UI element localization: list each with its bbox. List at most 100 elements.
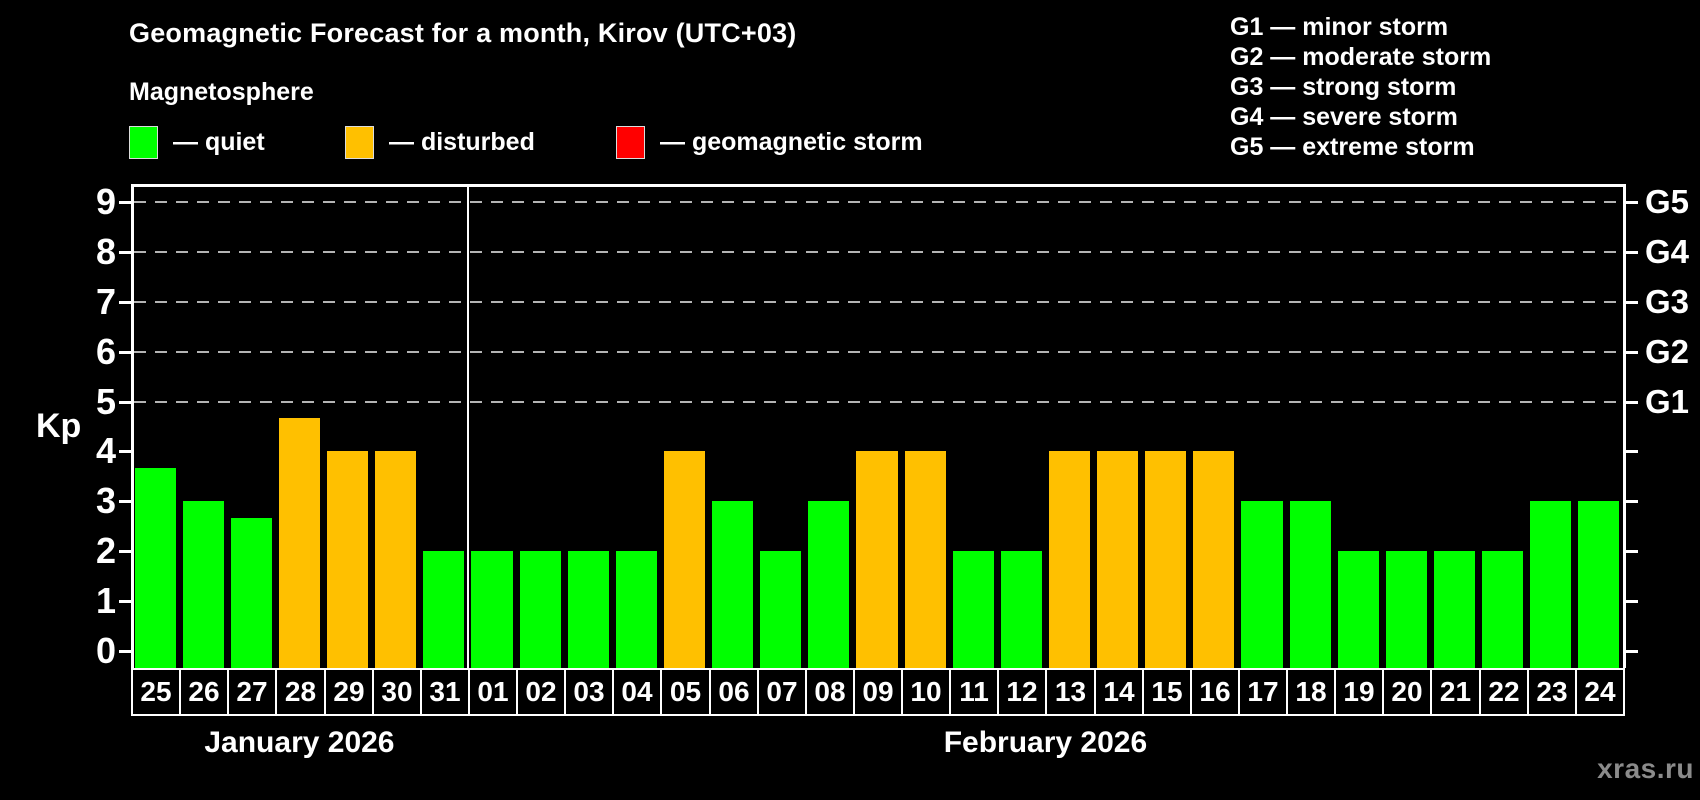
kp-bar-day-25 [134,467,176,668]
right-axis-tick-6 [1626,350,1638,354]
kp-bar-day-02 [519,551,561,668]
right-axis-tick-7 [1626,300,1638,304]
day-label-30: 30 [372,668,422,716]
y-axis-label-7: 7 [95,280,116,322]
kp-bar-day-20 [1385,551,1427,668]
day-label-26: 26 [179,668,229,716]
kp-bar-day-28 [278,417,320,668]
kp-bar-day-16 [1193,451,1235,668]
kp-bar-day-21 [1433,551,1476,668]
day-label-07: 07 [757,668,807,716]
y-axis-tick-0 [119,650,131,653]
kp-axis-label: Kp [36,407,82,445]
day-label-14: 14 [1094,668,1144,716]
day-label-08: 08 [805,668,855,716]
y-axis-label-6: 6 [95,330,116,372]
gridline-kp8 [134,250,1620,253]
right-axis-tick-2 [1626,550,1638,554]
right-axis-tick-3 [1626,500,1638,504]
kp-bar-day-10 [904,451,946,668]
day-label-16: 16 [1190,668,1240,716]
y-axis-tick-4 [119,450,131,454]
gridline-kp7 [134,300,1620,303]
y-axis-label-4: 4 [95,430,116,472]
legend-item-geomagnetic-storm: — geomagnetic storm [616,125,923,159]
y-axis-label-9: 9 [95,180,116,222]
kp-bar-day-01 [471,551,513,668]
right-axis-tick-1 [1626,600,1638,604]
y-axis-line [131,184,134,668]
day-label-22: 22 [1479,668,1529,716]
day-label-02: 02 [516,668,566,716]
month-label-january: January 2026 [204,726,395,759]
g3-legend-line: G3 — strong storm [1230,73,1457,101]
storm-scale-legend: G1 — minor storm G2 — moderate storm G3 … [1230,12,1491,162]
day-label-23: 23 [1527,668,1577,716]
day-label-24: 24 [1575,668,1625,716]
disturbed-label: — disturbed [389,127,535,156]
kp-bar-day-13 [1048,451,1091,668]
kp-bar-day-19 [1337,551,1379,668]
kp-bar-day-05 [663,451,706,668]
right-axis-tick-0 [1626,650,1638,653]
y-axis-label-0: 0 [95,630,116,671]
kp-bar-day-03 [567,551,609,668]
kp-bar-day-14 [1097,451,1139,668]
kp-bar-day-12 [1000,551,1042,668]
y-axis-tick-7 [119,300,131,304]
g5-legend-line: G5 — extreme storm [1230,133,1475,161]
storm-label: — geomagnetic storm [660,127,923,156]
kp-bar-day-07 [760,551,802,668]
day-label-28: 28 [275,668,326,716]
day-label-03: 03 [564,668,614,716]
kp-bar-day-18 [1289,501,1331,668]
day-label-31: 31 [420,668,470,716]
day-label-09: 09 [853,668,903,716]
quiet-color-swatch [129,125,158,159]
kp-bar-day-29 [327,451,369,668]
right-axis-tick-4 [1626,450,1638,454]
day-label-13: 13 [1045,668,1096,716]
y-axis-tick-5 [119,400,131,404]
y-axis-label-1: 1 [95,580,116,622]
g4-legend-line: G4 — severe storm [1230,103,1458,131]
day-label-05: 05 [660,668,711,716]
kp-bar-day-04 [615,551,657,668]
day-label-17: 17 [1238,668,1288,716]
right-axis-line [1623,184,1626,668]
g1-legend-line: G1 — minor storm [1230,13,1449,41]
day-label-15: 15 [1142,668,1192,716]
day-label-18: 18 [1286,668,1336,716]
kp-bar-day-11 [952,551,994,668]
month-label-february: February 2026 [943,726,1148,759]
y-axis-tick-1 [119,600,131,604]
month-separator-line [466,187,469,668]
day-label-25: 25 [131,668,181,716]
magnetosphere-subtitle: Magnetosphere [129,78,314,106]
y-axis-tick-6 [119,350,131,354]
kp-bar-day-24 [1578,501,1620,668]
plot-top-border [131,184,1626,187]
right-axis-label-g2: G2 [1645,332,1690,370]
storm-color-swatch [616,125,645,159]
g2-legend-line: G2 — moderate storm [1230,43,1492,71]
gridline-kp6 [134,350,1620,353]
y-axis-label-8: 8 [95,230,116,272]
legend-item-quiet: — quiet [129,125,265,159]
kp-bar-day-23 [1530,501,1572,668]
kp-bar-day-26 [182,501,224,668]
y-axis-label-5: 5 [95,380,116,422]
day-label-06: 06 [709,668,759,716]
day-label-19: 19 [1334,668,1384,716]
kp-bar-day-06 [712,501,754,668]
xras-watermark: xras.ru [1597,753,1694,784]
disturbed-color-swatch [345,125,374,159]
y-axis-label-2: 2 [95,530,116,572]
y-axis-label-3: 3 [95,480,116,522]
day-label-01: 01 [468,668,518,716]
y-axis-tick-9 [119,200,131,204]
day-label-20: 20 [1382,668,1432,716]
kp-bar-day-15 [1145,451,1187,668]
